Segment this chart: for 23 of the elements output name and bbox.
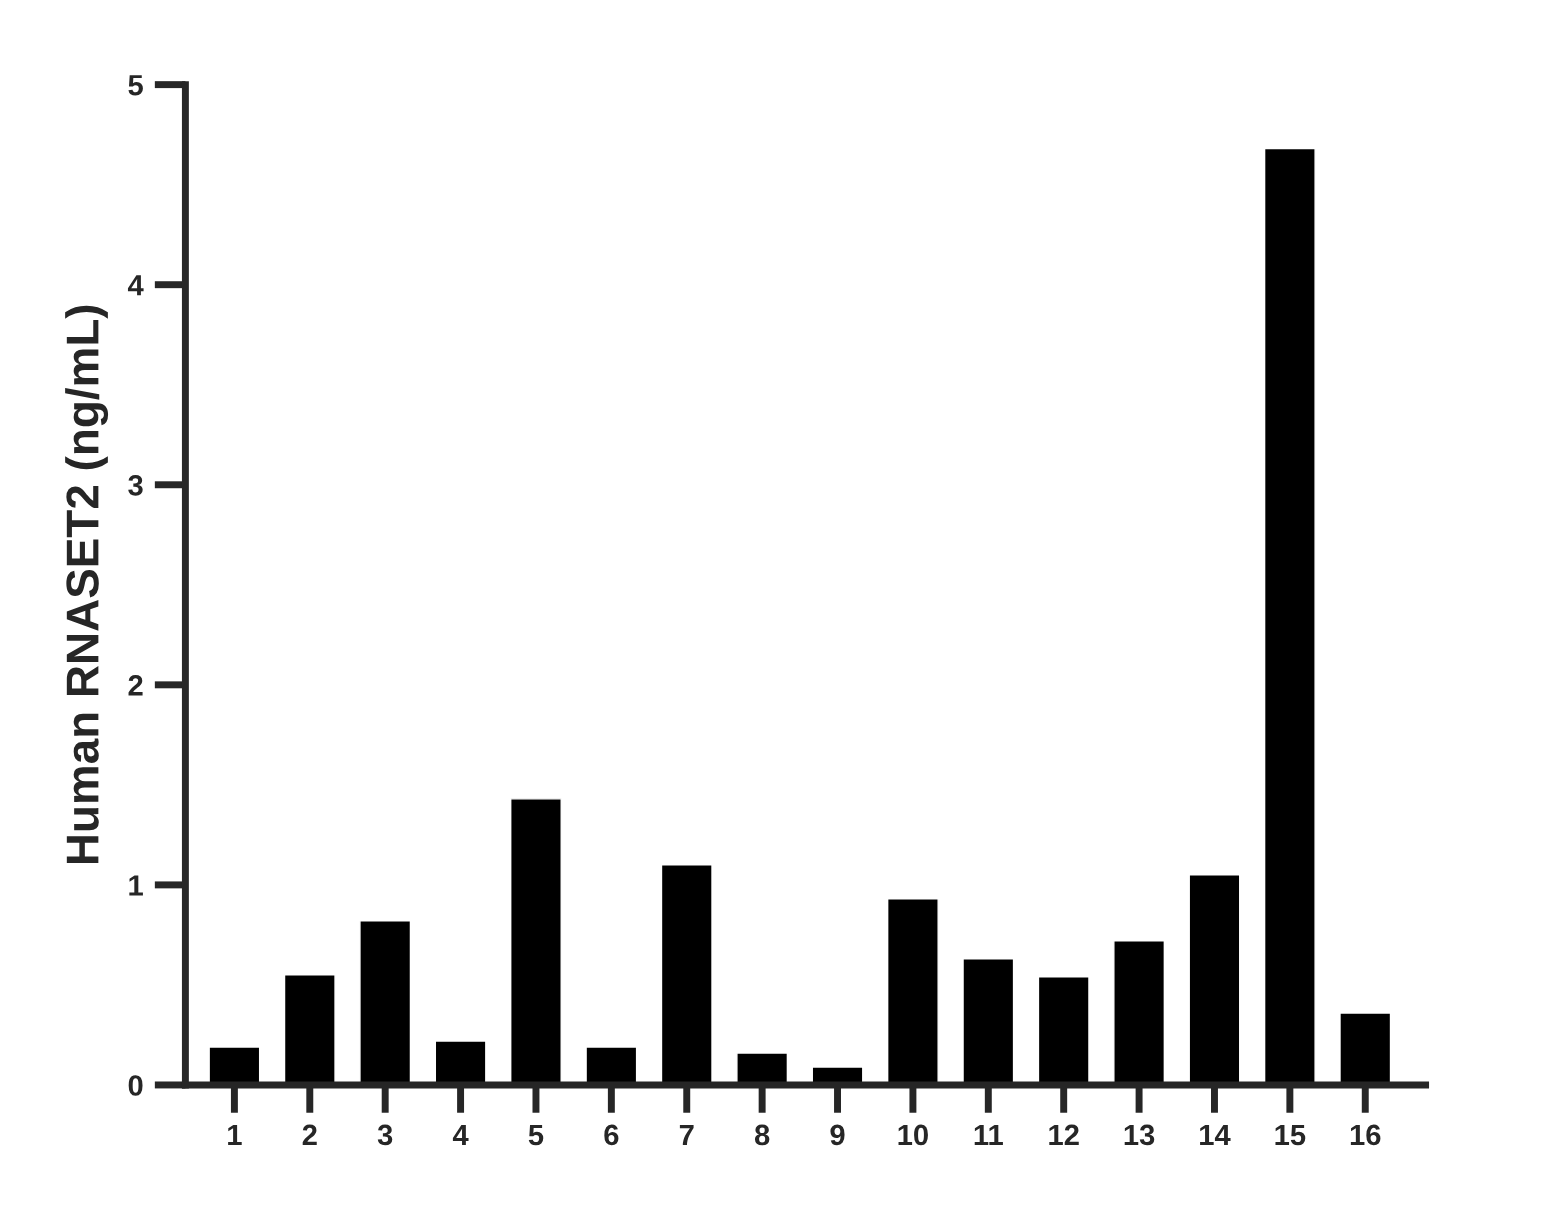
x-tick-label: 14 <box>1200 1124 1231 1145</box>
x-tick-label: 6 <box>604 1124 619 1146</box>
x-tick-label: 15 <box>1275 1124 1306 1146</box>
y-axis-title: Human RNASET2 (ng/mL) <box>65 305 109 864</box>
x-tick-label: 16 <box>1350 1124 1381 1146</box>
y-tick-label: 2 <box>128 675 143 696</box>
x-tick-label: 7 <box>679 1124 694 1145</box>
y-tick-label: 4 <box>127 275 144 296</box>
x-tick-label: 5 <box>528 1124 544 1146</box>
x-tick-label: 2 <box>302 1124 317 1145</box>
y-tick-label: 1 <box>129 875 143 896</box>
x-tick-label: 4 <box>452 1124 469 1145</box>
x-tick-label: 13 <box>1124 1124 1155 1146</box>
y-tick-label: 5 <box>128 75 143 96</box>
x-tick-label: 10 <box>898 1124 928 1146</box>
x-tick-label: 9 <box>830 1124 845 1146</box>
x-tick-label: 1 <box>228 1124 242 1145</box>
y-tick-label: 0 <box>128 1075 143 1096</box>
x-tick-label: 3 <box>377 1124 393 1146</box>
y-tick-label: 3 <box>128 474 143 496</box>
x-tick-label: 12 <box>1049 1124 1079 1145</box>
x-tick-label: 8 <box>754 1124 770 1146</box>
x-tick-label: 11 <box>974 1124 1003 1145</box>
